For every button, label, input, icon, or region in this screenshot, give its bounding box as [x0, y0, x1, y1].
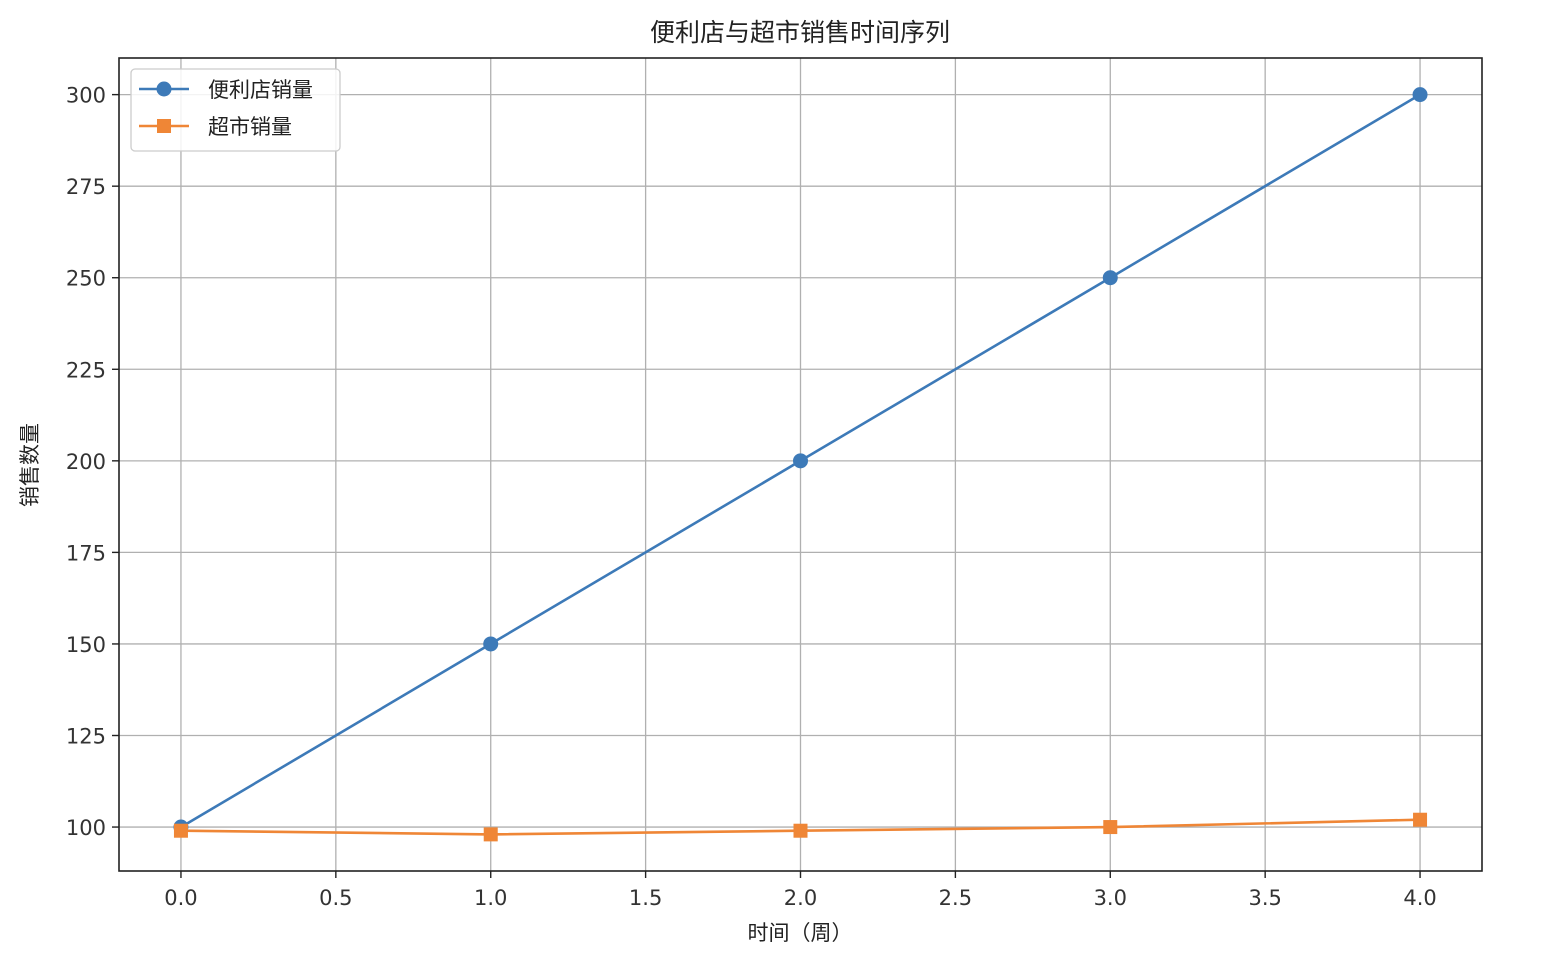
x-axis-label: 时间（周）: [748, 921, 853, 945]
x-axis: 0.0 0.5 1.0 1.5 2.0 2.5 3.0 3.5 4.0: [164, 871, 1437, 910]
x-tick-label: 0.0: [164, 886, 197, 910]
data-point-1: [793, 823, 808, 838]
data-point-0: [483, 636, 499, 652]
x-tick-label: 3.5: [1248, 886, 1281, 910]
data-point-1: [1413, 812, 1428, 827]
x-tick-label: 2.0: [784, 886, 817, 910]
data-point-0: [793, 453, 808, 469]
data-point-0: [1412, 87, 1428, 103]
y-axis-label: 销售数量: [18, 423, 42, 507]
x-tick-label: 3.0: [1094, 886, 1127, 910]
x-tick-label: 2.5: [939, 886, 972, 910]
x-tick-label: 4.0: [1403, 886, 1436, 910]
data-point-1: [173, 823, 188, 838]
y-tick-label: 300: [66, 84, 106, 108]
y-axis: 100 125 150 175 200 225 250 275 300: [66, 84, 119, 840]
data-point-1: [1103, 820, 1118, 835]
x-tick-label: 1.5: [629, 886, 662, 910]
legend-marker-supermarket: [157, 119, 171, 133]
chart-title: 便利店与超市销售时间序列: [650, 18, 950, 47]
y-tick-label: 250: [66, 267, 106, 291]
legend-label-supermarket: 超市销量: [208, 115, 292, 139]
legend: 便利店销量 超市销量: [130, 68, 341, 152]
data-point-1: [483, 827, 498, 842]
data-point-0: [1102, 270, 1118, 286]
x-tick-label: 0.5: [319, 886, 352, 910]
legend-marker-convenience: [156, 81, 172, 97]
series-group: [173, 87, 1428, 842]
y-tick-label: 225: [66, 358, 106, 382]
y-tick-label: 200: [66, 450, 106, 474]
y-tick-label: 100: [66, 816, 106, 840]
y-tick-label: 275: [66, 175, 106, 199]
y-tick-label: 150: [66, 633, 106, 657]
legend-label-convenience: 便利店销量: [208, 78, 313, 102]
y-tick-label: 175: [66, 541, 106, 565]
x-tick-label: 1.0: [474, 886, 507, 910]
y-tick-label: 125: [66, 725, 106, 749]
